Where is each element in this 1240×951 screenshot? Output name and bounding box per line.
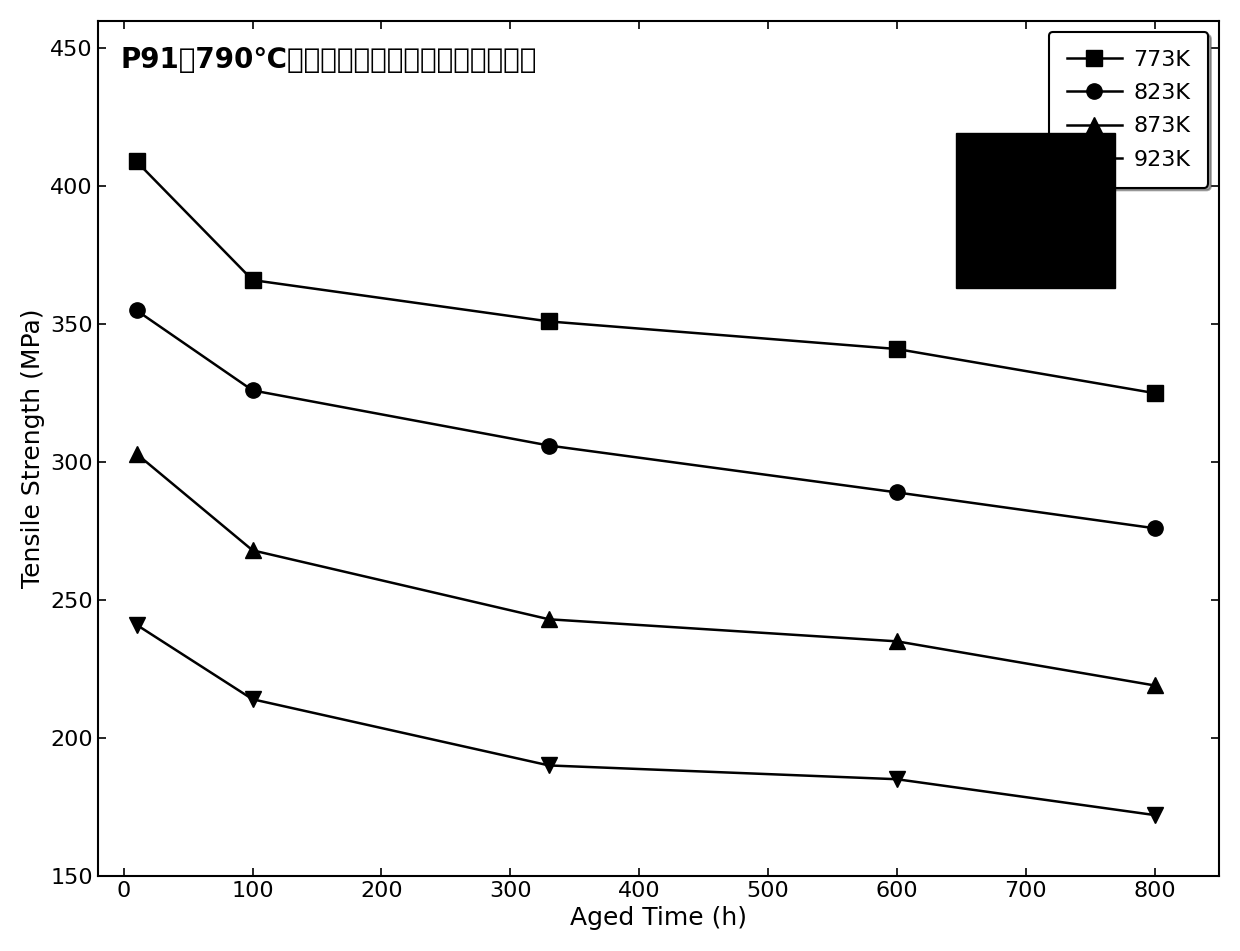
823K [129, 304, 144, 316]
873K [542, 613, 557, 625]
X-axis label: Aged Time (h): Aged Time (h) [570, 906, 746, 930]
Y-axis label: Tensile Strength (MPa): Tensile Strength (MPa) [21, 308, 45, 588]
873K [246, 545, 260, 556]
773K [889, 343, 904, 355]
Text: P91在790℃加速老化后不同温度下的抗拉强度: P91在790℃加速老化后不同温度下的抗拉强度 [120, 47, 537, 74]
773K [542, 316, 557, 327]
823K [1147, 522, 1162, 534]
823K [246, 384, 260, 396]
Legend: 773K, 823K, 873K, 923K: 773K, 823K, 873K, 923K [1049, 32, 1208, 187]
773K [129, 156, 144, 167]
923K [889, 773, 904, 785]
923K [129, 619, 144, 631]
873K [129, 448, 144, 459]
773K [1147, 387, 1162, 398]
923K [1147, 809, 1162, 821]
873K [1147, 680, 1162, 691]
Line: 773K: 773K [129, 154, 1162, 400]
773K [246, 274, 260, 285]
Line: 823K: 823K [129, 302, 1162, 536]
Line: 873K: 873K [129, 446, 1162, 693]
923K [246, 693, 260, 705]
823K [889, 487, 904, 498]
923K [542, 760, 557, 771]
823K [542, 439, 557, 451]
Line: 923K: 923K [129, 617, 1162, 823]
873K [889, 635, 904, 647]
